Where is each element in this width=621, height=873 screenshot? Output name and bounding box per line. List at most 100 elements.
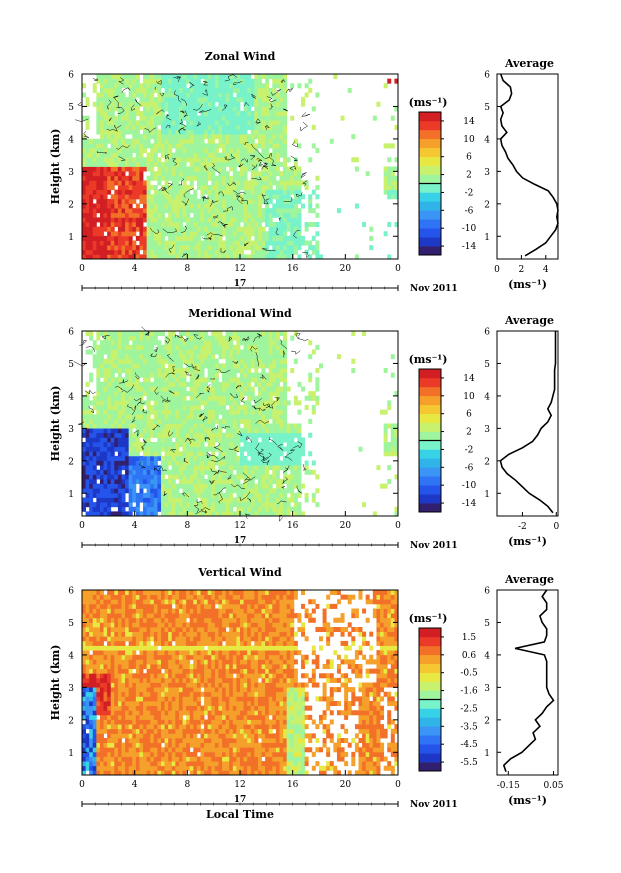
heatmap-cell (153, 106, 158, 112)
heatmap-cell (268, 138, 273, 144)
heatmap-cell (232, 171, 237, 177)
heatmap-cell (257, 497, 262, 503)
heatmap-cell (290, 432, 295, 438)
heatmap-cell (218, 254, 223, 260)
heatmap-cell (89, 483, 94, 489)
heatmap-cell (351, 358, 356, 364)
heatmap-cell (236, 354, 241, 360)
heatmap-cell (290, 437, 295, 443)
heatmap-cell (214, 409, 219, 415)
heatmap-cell (125, 203, 130, 209)
contour-line (167, 430, 174, 437)
heatmap-cell (229, 152, 234, 158)
heatmap-cell (265, 492, 270, 498)
heatmap-cell (132, 400, 137, 406)
heatmap-cell (128, 83, 133, 89)
heatmap-cell (279, 372, 284, 378)
heatmap-cell (247, 180, 252, 186)
heatmap-cell (232, 483, 237, 489)
heatmap-cell (96, 446, 101, 452)
contour-line (239, 491, 251, 502)
heatmap-cell (236, 349, 241, 355)
heatmap-cell (178, 87, 183, 93)
date-day-label: 17 (234, 279, 247, 289)
heatmap-cell (193, 335, 198, 341)
heatmap-cell (107, 442, 112, 448)
contour-line (79, 340, 88, 346)
heatmap-cell (315, 344, 320, 350)
heatmap-cell (297, 506, 302, 512)
heatmap-cell (175, 474, 180, 480)
heatmap-cell (243, 442, 248, 448)
heatmap-cell (207, 386, 212, 392)
heatmap-cell (143, 115, 148, 121)
heatmap-cell (193, 381, 198, 387)
heatmap-cell (186, 442, 191, 448)
heatmap-cell (193, 460, 198, 466)
heatmap-cell (135, 386, 140, 392)
heatmap-cell (236, 212, 241, 218)
heatmap-cell (214, 212, 219, 218)
heatmap-cell (96, 502, 101, 508)
heatmap-cell (107, 479, 112, 485)
heatmap-cell (103, 460, 108, 466)
heatmap-cell (132, 194, 137, 200)
heatmap-cell (96, 249, 101, 255)
heatmap-cell (168, 492, 173, 498)
heatmap-cell (257, 391, 262, 397)
heatmap-cell (150, 479, 155, 485)
heatmap-cell (178, 409, 183, 415)
heatmap-cell (218, 331, 223, 337)
heatmap-cell (275, 180, 280, 186)
heatmap-cell (82, 451, 86, 457)
heatmap-cell (236, 428, 241, 434)
contour-line (181, 198, 189, 206)
heatmap-cell (193, 469, 198, 475)
heatmap-cell (232, 87, 237, 93)
heatmap-cell (82, 92, 86, 98)
heatmap-cell (85, 442, 90, 448)
heatmap-cell (268, 465, 273, 471)
heatmap-cell (236, 405, 241, 411)
heatmap-cell (272, 432, 277, 438)
heatmap-cell (153, 372, 158, 378)
heatmap-cell (110, 245, 115, 251)
heatmap-cell (193, 217, 198, 223)
heatmap-cell (265, 372, 270, 378)
heatmap-cell (150, 497, 155, 503)
heatmap-cell (265, 78, 270, 84)
heatmap-cell (157, 78, 162, 84)
heatmap-cell (103, 161, 108, 167)
heatmap-cell (132, 335, 137, 341)
heatmap-cell (200, 249, 205, 255)
y-tick-label: 6 (68, 328, 74, 338)
heatmap-cell (240, 368, 244, 374)
heatmap-cell (214, 235, 219, 241)
heatmap-cell (92, 469, 97, 475)
heatmap-cell (186, 203, 191, 209)
heatmap-cell (171, 418, 176, 424)
heatmap-cell (254, 115, 259, 121)
heatmap-cell (146, 134, 151, 140)
heatmap-cell (157, 354, 162, 360)
heatmap-cell (297, 194, 302, 200)
heatmap-cell (189, 92, 194, 98)
heatmap-cell (182, 166, 187, 172)
heatmap-cell (128, 451, 133, 457)
heatmap-cell (275, 198, 280, 204)
heatmap-cell (168, 189, 173, 195)
heatmap-cell (254, 83, 259, 89)
heatmap-cell (186, 349, 191, 355)
heatmap-cell (257, 74, 262, 80)
heatmap-cell (261, 381, 266, 387)
heatmap-cell (236, 87, 241, 93)
heatmap-cell (164, 372, 169, 378)
heatmap-cell (193, 129, 198, 135)
heatmap-cell (164, 506, 169, 512)
heatmap-cell (200, 488, 205, 494)
heatmap-cell (211, 511, 216, 517)
heatmap-cell (200, 212, 205, 218)
x-tick-label: 4 (132, 521, 138, 531)
contour-line (252, 335, 260, 343)
